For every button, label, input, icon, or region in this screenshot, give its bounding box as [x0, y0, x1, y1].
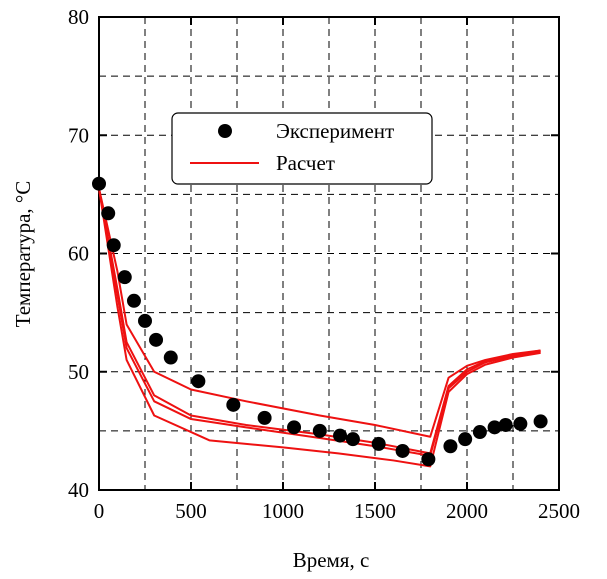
x-tick-label: 500: [175, 499, 207, 523]
y-tick-label: 60: [68, 242, 89, 266]
x-tick-label: 2000: [446, 499, 488, 523]
experiment-point: [333, 428, 348, 443]
experiment-point: [487, 420, 502, 435]
calculation-line: [98, 188, 541, 468]
legend-experiment-label: Эксперимент: [276, 119, 394, 143]
experiment-point: [312, 423, 327, 438]
legend-experiment-marker: [218, 124, 232, 138]
experiment-series: [92, 176, 548, 467]
experiment-point: [458, 432, 473, 447]
experiment-point: [138, 313, 152, 328]
axis-ticks: [98, 16, 560, 491]
legend-calculation-label: Расчет: [276, 151, 335, 175]
x-axis-label: Время, с: [293, 548, 370, 572]
experiment-point: [287, 420, 302, 435]
legend: Эксперимент Расчет: [171, 112, 433, 185]
experiment-point: [106, 238, 121, 253]
y-tick-label: 40: [68, 478, 89, 502]
y-tick-label: 70: [68, 123, 89, 147]
x-tick-label: 2500: [538, 499, 580, 523]
legend-box: [171, 112, 433, 185]
experiment-point: [191, 374, 206, 389]
y-tick-label: 80: [68, 5, 89, 29]
experiment-point: [395, 443, 410, 458]
experiment-point: [533, 414, 548, 429]
experiment-point: [163, 350, 178, 365]
experiment-point: [472, 425, 487, 440]
experiment-point: [101, 206, 116, 221]
x-tick-label: 0: [94, 499, 105, 523]
grid: [99, 17, 559, 490]
y-axis-label: Температура, °С: [11, 181, 35, 328]
x-tick-label: 1500: [354, 499, 396, 523]
experiment-point: [257, 410, 272, 425]
experiment-point: [513, 416, 528, 431]
experiment-point: [117, 270, 132, 285]
experiment-point: [226, 397, 241, 412]
x-tick-label: 1000: [262, 499, 304, 523]
experiment-point: [421, 452, 436, 467]
calculation-line: [98, 188, 541, 438]
y-tick-label: 50: [68, 360, 89, 384]
x-tick-labels: 0 500 1000 1500 2000 2500: [94, 499, 580, 523]
calculation-line: [98, 188, 541, 455]
experiment-point: [126, 293, 141, 308]
experiment-point: [345, 432, 360, 447]
experiment-point: [371, 436, 386, 451]
y-tick-labels: 40 50 60 70 80: [68, 5, 89, 502]
experiment-point: [92, 176, 106, 191]
experiment-point: [149, 332, 164, 347]
experiment-point: [498, 417, 513, 432]
experiment-point: [443, 439, 458, 454]
